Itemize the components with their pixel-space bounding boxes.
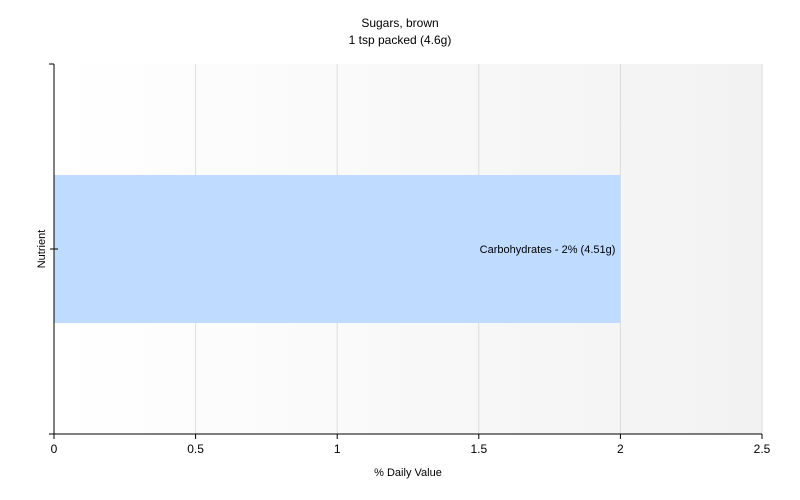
x-tick-labels: 0 0.5 1 1.5 2 2.5	[51, 442, 771, 456]
x-tick-label: 0	[51, 442, 58, 456]
bar-data-label: Carbohydrates - 2% (4.51g)	[480, 244, 616, 256]
chart-title: Sugars, brown	[361, 16, 438, 30]
bar-carbohydrates	[54, 175, 621, 323]
x-tick-label: 2	[617, 442, 624, 456]
chart-subtitle: 1 tsp packed (4.6g)	[349, 33, 452, 47]
data-labels: Carbohydrates - 2% (4.51g)	[480, 244, 616, 256]
x-tick-label: 2.5	[754, 442, 771, 456]
x-axis-label: % Daily Value	[374, 467, 442, 479]
x-tick-label: 0.5	[187, 442, 204, 456]
x-tick-label: 1.5	[470, 442, 487, 456]
x-tick-label: 1	[334, 442, 341, 456]
bars	[54, 175, 621, 323]
y-axis-label: Nutrient	[36, 230, 48, 269]
axes	[49, 63, 763, 439]
